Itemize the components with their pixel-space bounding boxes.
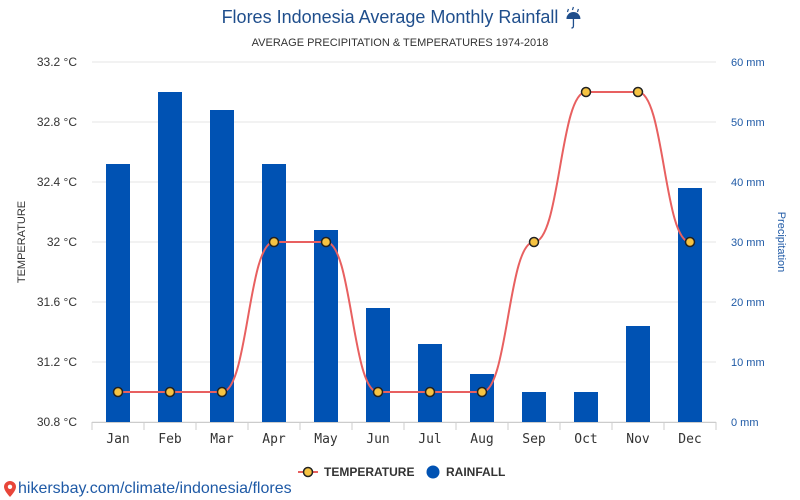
legend-rainfall-marker [426, 465, 440, 479]
legend: TEMPERATURE RAINFALL [298, 465, 505, 479]
source-link[interactable]: hikersbay.com/climate/indonesia/flores [4, 478, 292, 500]
x-tick-label: Apr [262, 432, 286, 447]
legend-temperature-label: TEMPERATURE [324, 465, 414, 479]
legend-temperature-marker [302, 466, 314, 478]
right-axis-label: Precipitation [775, 212, 787, 273]
right-tick-label: 60 mm [731, 57, 765, 69]
rainfall-bar-feb [158, 92, 182, 422]
rainfall-bar-jun [366, 308, 390, 422]
rainfall-bar-jan [106, 164, 130, 422]
rainfall-bar-mar [210, 110, 234, 422]
left-tick-label: 31.6 °C [37, 295, 77, 309]
rainfall-bar-jul [418, 344, 442, 422]
left-tick-label: 31.2 °C [37, 355, 77, 369]
temperature-point-apr [268, 236, 280, 248]
rainfall-bar-may [314, 230, 338, 422]
x-tick-label: Mar [210, 432, 234, 447]
umbrella-canopy [566, 12, 581, 19]
rain-drop-0 [566, 8, 569, 13]
right-tick-label: 0 mm [731, 417, 759, 429]
location-pin-icon [4, 481, 16, 497]
x-axis: Jan Feb Mar Apr May Jun Jul Aug Sep Oct Nov Dec [91, 422, 717, 447]
rainfall-bar-apr [262, 164, 286, 422]
rainfall-bar-sep [522, 392, 546, 422]
left-tick-label: 33.2 °C [37, 55, 77, 69]
x-tick-label: Feb [158, 432, 182, 447]
temperature-point-jan [112, 386, 124, 398]
temperature-point-jun [372, 386, 384, 398]
temperature-line [112, 86, 696, 398]
rain-drop-2 [576, 8, 579, 13]
x-tick-label: Oct [574, 432, 597, 447]
legend-rainfall-label: RAINFALL [446, 465, 505, 479]
left-tick-label: 32.4 °C [37, 175, 77, 189]
right-axis-ticks: 0 mm 10 mm 20 mm 30 mm 40 mm 50 mm 60 mm [731, 57, 765, 429]
rainfall-bar-nov [626, 326, 650, 422]
temperature-point-oct [580, 86, 592, 98]
title-group: Flores Indonesia Average Monthly Rainfal… [222, 6, 581, 29]
left-tick-label: 32 °C [47, 235, 77, 249]
x-tick-label: Jun [366, 432, 389, 447]
grid [92, 61, 716, 423]
x-tick-label: Dec [678, 432, 701, 447]
left-axis-label: TEMPERATURE [16, 201, 28, 283]
temperature-point-may [320, 236, 332, 248]
right-tick-label: 50 mm [731, 117, 765, 129]
right-tick-label: 20 mm [731, 297, 765, 309]
x-tick-label: Jul [418, 432, 441, 447]
right-tick-label: 40 mm [731, 177, 765, 189]
left-axis-ticks: 30.8 °C 31.2 °C 31.6 °C 32 °C 32.4 °C 32.8 °C… [37, 55, 77, 429]
x-tick-label: Sep [522, 432, 546, 447]
source-link-text[interactable]: hikersbay.com/climate/indonesia/flores [18, 480, 292, 497]
right-tick-label: 10 mm [731, 357, 765, 369]
umbrella-handle [571, 25, 575, 29]
chart-title: Flores Indonesia Average Monthly Rainfal… [222, 7, 559, 27]
temperature-point-dec [684, 236, 696, 248]
rainfall-bar-oct [574, 392, 598, 422]
x-tick-label: May [314, 432, 338, 447]
temperature-point-mar [216, 386, 228, 398]
temperature-point-jul [424, 386, 436, 398]
x-tick-label: Nov [626, 432, 650, 447]
temperature-point-sep [528, 236, 540, 248]
right-tick-label: 30 mm [731, 237, 765, 249]
rainfall-bar-dec [678, 188, 702, 422]
rain-drop-1 [571, 6, 574, 11]
temperature-point-nov [632, 86, 644, 98]
x-tick-label: Aug [470, 432, 493, 447]
temperature-point-feb [164, 386, 176, 398]
chart-subtitle: AVERAGE PRECIPITATION & TEMPERATURES 197… [252, 37, 549, 49]
x-tick-label: Jan [106, 432, 129, 447]
left-tick-label: 30.8 °C [37, 415, 77, 429]
rainfall-bars [106, 92, 702, 422]
rainfall-bar-aug [470, 374, 494, 422]
temperature-point-aug [476, 386, 488, 398]
left-tick-label: 32.8 °C [37, 115, 77, 129]
umbrella-rain-icon [566, 6, 581, 29]
